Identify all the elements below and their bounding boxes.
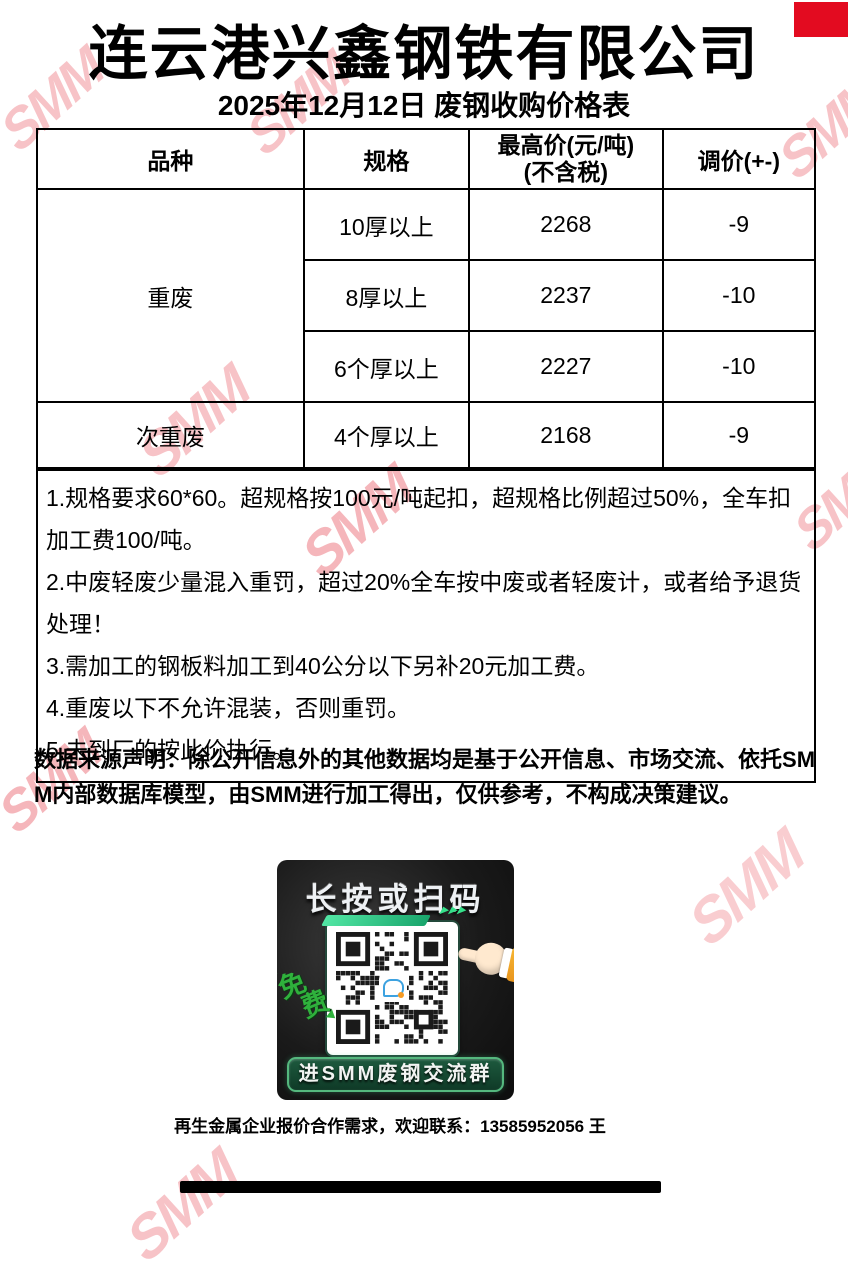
- smm-watermark: SMM: [677, 816, 815, 960]
- notes-box: 1.规格要求60*60。超规格按100元/吨起扣，超规格比例超过50%，全车扣加…: [38, 469, 814, 781]
- cell-variety-heavy: 重废: [38, 188, 305, 403]
- date-subtitle: 2025年12月12日 废钢收购价格表: [217, 90, 631, 121]
- table-row: 6个厚以上 2227 -10: [38, 330, 814, 403]
- note-5: 5.未到厂的按此价执行。: [46, 737, 296, 763]
- cell-price: 2268: [468, 188, 664, 261]
- qr-panel[interactable]: ▶▶▶: [321, 905, 470, 1055]
- disclaimer-text: 除公开信息外的其他数据均是基于公开信息、市场交流、依托SMM内部数据库模型，由S…: [34, 747, 816, 807]
- cell-spec: 6个厚以上: [303, 330, 471, 403]
- cell-price: 2227: [468, 330, 664, 403]
- wechat-icon: [379, 974, 407, 1002]
- table-header-row: 品种 规格 最高价(元/吨) (不含税) 调价(+-): [38, 130, 814, 190]
- join-group-button[interactable]: 进SMM废钢交流群: [287, 1057, 504, 1092]
- cell-variety-subheavy: 次重废: [38, 401, 305, 469]
- note-4: 4.重废以下不允许混装，否则重罚。: [46, 695, 411, 721]
- cell-spec: 4个厚以上: [302, 401, 471, 469]
- data-source-disclaimer: 数据来源声明：除公开信息外的其他数据均是基于公开信息、市场交流、依托SMM内部数…: [34, 742, 816, 812]
- top-right-red-banner: [794, 2, 848, 37]
- cell-price: 2237: [468, 259, 664, 332]
- company-title: 连云港兴鑫钢铁有限公司: [88, 21, 760, 87]
- chat-bubble-icon: [383, 979, 404, 997]
- orange-dot-icon: [398, 992, 404, 998]
- price-table: 品种 规格 最高价(元/吨) (不含税) 调价(+-) 重废 10厚以上 226…: [38, 130, 814, 469]
- contact-line: 再生金属企业报价合作需求，欢迎联系：13585952056 王: [174, 1117, 606, 1136]
- disclaimer-label: 数据来源声明：: [34, 747, 189, 772]
- cell-adjust: -9: [661, 401, 814, 469]
- cell-spec: 10厚以上: [302, 188, 471, 261]
- table-row: 次重废 4个厚以上 2168 -9: [38, 401, 814, 469]
- header-spec: 规格: [302, 130, 471, 190]
- header-price-line1: 最高价(元/吨): [497, 132, 635, 158]
- qr-title: 长按或扫码: [305, 882, 486, 917]
- header-adjust: 调价(+-): [661, 130, 814, 190]
- price-sheet: 品种 规格 最高价(元/吨) (不含税) 调价(+-) 重废 10厚以上 226…: [36, 128, 816, 783]
- note-2: 2.中废轻废少量混入重罚，超过20%全车按中废或者轻废计，或者给予退货处理！: [46, 569, 802, 637]
- cell-spec: 8厚以上: [303, 259, 471, 332]
- note-1: 1.规格要求60*60。超规格按100元/吨起扣，超规格比例超过50%，全车扣加…: [46, 485, 792, 553]
- cell-adjust: -10: [661, 259, 814, 332]
- pointing-hand-icon: [452, 932, 514, 993]
- bottom-black-bar: [180, 1181, 661, 1193]
- cell-price: 2168: [468, 401, 664, 469]
- table-row: 重废 10厚以上 2268 -9: [38, 188, 814, 403]
- price-sheet-page: { "page": { "title": "连云港兴鑫钢铁有限公司", "sub…: [0, 0, 848, 1193]
- qr-accent-bar: ▶▶▶: [321, 905, 470, 926]
- cell-adjust: -10: [661, 330, 814, 403]
- note-3: 3.需加工的钢板料加工到40公分以下另补20元加工费。: [46, 653, 600, 679]
- header-price: 最高价(元/吨) (不含税): [468, 130, 664, 190]
- table-row: 8厚以上 2237 -10: [38, 259, 814, 332]
- qr-promo-block[interactable]: 长按或扫码 ▶▶▶ 免 费 进SMM废钢交流群: [277, 860, 514, 1100]
- header-variety: 品种: [38, 130, 305, 190]
- header-price-line2: (不含税): [523, 159, 608, 185]
- qr-code-icon[interactable]: [336, 932, 448, 1044]
- smm-watermark: SMM: [115, 1137, 249, 1275]
- cell-adjust: -9: [661, 188, 814, 261]
